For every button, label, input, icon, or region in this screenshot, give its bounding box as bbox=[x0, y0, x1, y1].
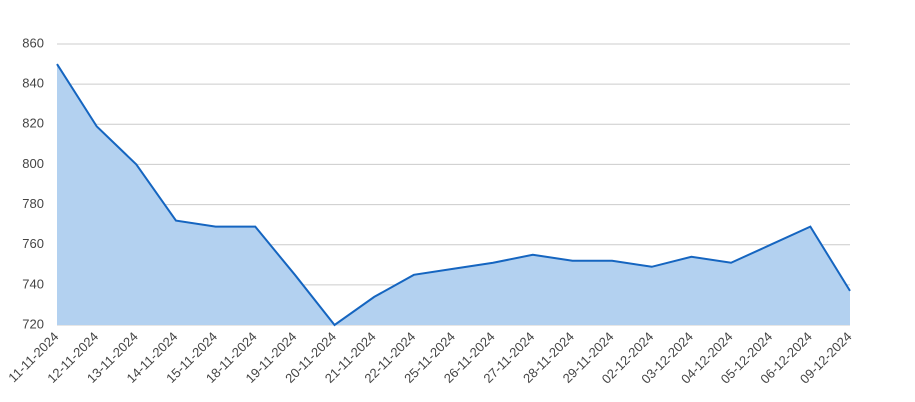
y-tick-label: 820 bbox=[22, 116, 44, 131]
y-tick-label: 800 bbox=[22, 156, 44, 171]
y-tick-label: 720 bbox=[22, 316, 44, 331]
line bbox=[56, 63, 851, 327]
y-tick-label: 740 bbox=[22, 276, 44, 291]
y-tick-label: 760 bbox=[22, 236, 44, 251]
y-tick-label: 780 bbox=[22, 196, 44, 211]
area-fill bbox=[57, 64, 850, 326]
y-tick-label: 840 bbox=[22, 76, 44, 91]
y-tick-label: 860 bbox=[22, 35, 44, 50]
